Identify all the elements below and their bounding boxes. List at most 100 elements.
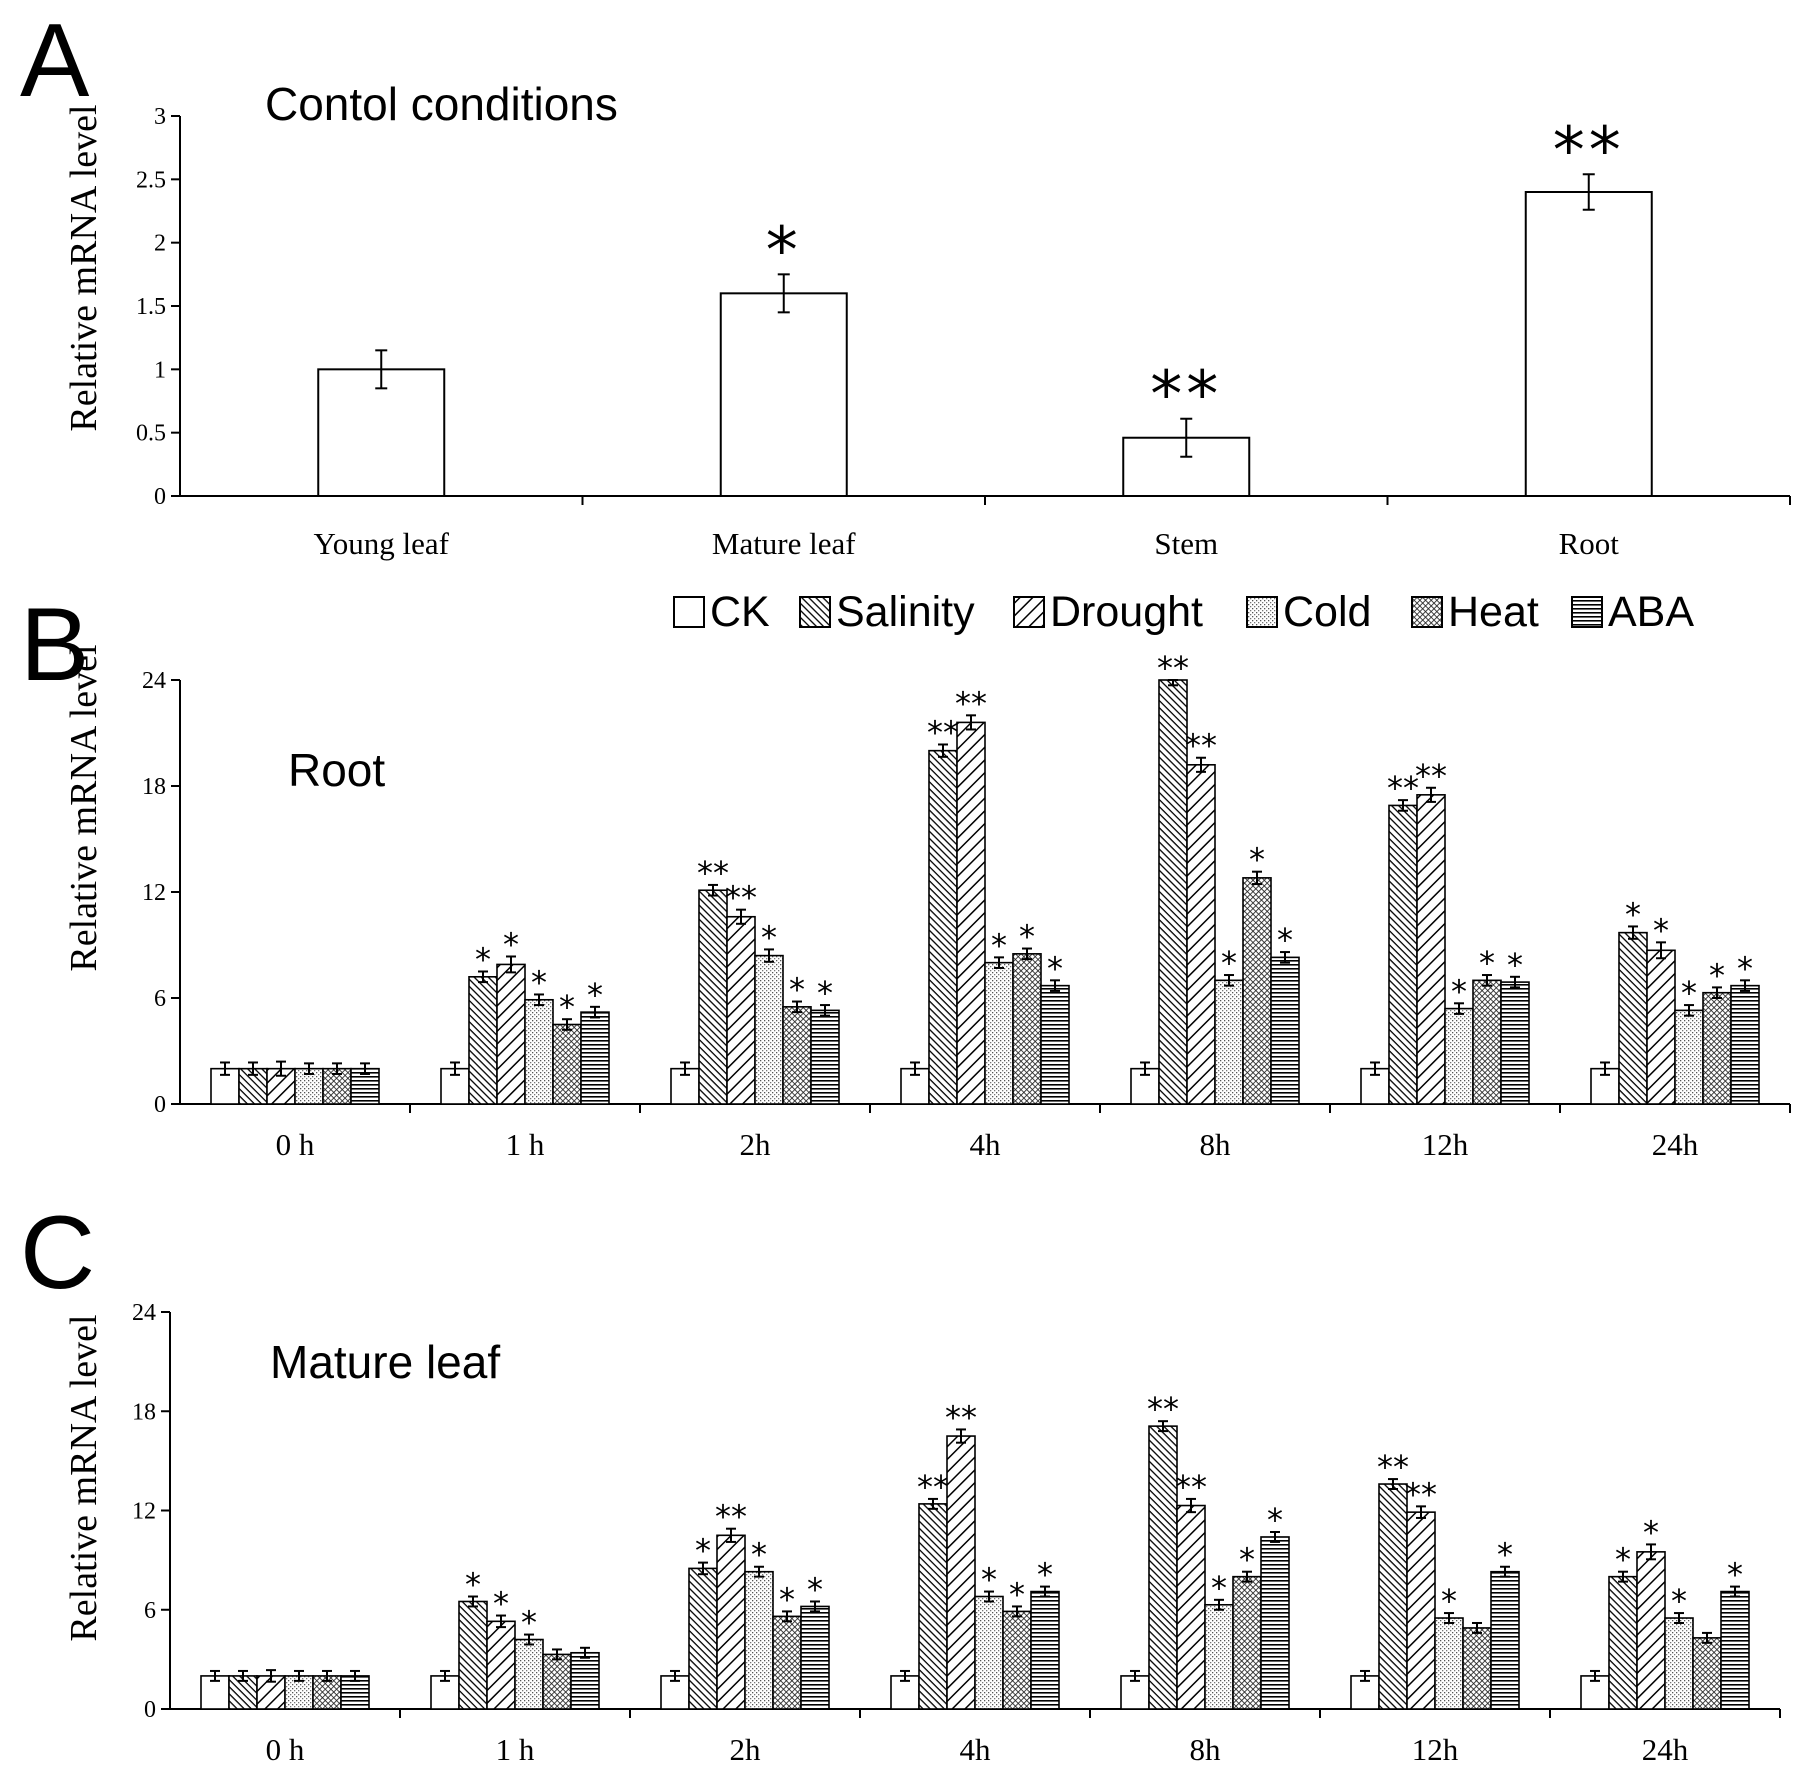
bar <box>1692 1637 1722 1710</box>
significance-mark: * <box>1643 1513 1659 1551</box>
significance-mark: * <box>1221 944 1237 982</box>
significance-mark: * <box>991 926 1007 964</box>
bar <box>496 963 526 1105</box>
bar <box>1406 1511 1436 1710</box>
bar <box>1500 981 1530 1105</box>
significance-mark: ** <box>917 1468 949 1506</box>
significance-mark: * <box>817 974 833 1012</box>
bar <box>984 961 1014 1105</box>
panel-a-ylabel: Relative mRNA level <box>63 104 105 431</box>
significance-mark: * <box>521 1604 537 1642</box>
significance-mark: ** <box>945 1398 977 1436</box>
bar <box>1720 1590 1750 1710</box>
bar <box>1012 953 1042 1105</box>
bar <box>570 1651 600 1710</box>
significance-mark: * <box>751 1536 767 1574</box>
bar <box>1176 1504 1206 1710</box>
panel-c-ytick-label: 6 <box>144 1598 156 1624</box>
panel-a-ytick-label: 1.5 <box>136 294 166 320</box>
legend-swatch-drought <box>1013 596 1045 628</box>
panel-b-category-label: 1 h <box>506 1127 545 1162</box>
significance-mark: * <box>1507 946 1523 984</box>
bar <box>1242 877 1272 1105</box>
panel-b-ytick-label: 6 <box>154 986 166 1012</box>
bar <box>524 998 554 1105</box>
panel-c-ytick-label: 24 <box>132 1300 156 1326</box>
panel-a-category-label: Young leaf <box>314 526 450 561</box>
bar <box>1378 1483 1408 1710</box>
significance-mark: * <box>1625 895 1641 933</box>
significance-mark: * <box>475 941 491 979</box>
bar <box>1214 979 1244 1105</box>
significance-mark: * <box>1615 1541 1631 1579</box>
bar <box>1444 1007 1474 1105</box>
bar <box>350 1067 380 1105</box>
significance-mark: * <box>761 918 777 956</box>
legend-label-heat: Heat <box>1448 588 1539 636</box>
panel-b-category-label: 12h <box>1422 1127 1469 1162</box>
bar <box>716 1534 746 1710</box>
legend-swatch-aba <box>1571 596 1603 628</box>
significance-mark: * <box>493 1585 509 1623</box>
panel-letter-a: A <box>20 3 90 119</box>
bar <box>1040 984 1070 1105</box>
panel-a-ytick-label: 0 <box>154 484 166 510</box>
panel-b-ylabel: Relative mRNA level <box>63 644 105 971</box>
significance-mark: * <box>1019 918 1035 956</box>
significance-mark: * <box>531 963 547 1001</box>
panel-b-category-label: 8h <box>1200 1127 1232 1162</box>
significance-mark: ** <box>955 684 987 722</box>
significance-mark: * <box>1037 1556 1053 1594</box>
panel-c-category-label: 4h <box>960 1732 992 1767</box>
bar <box>1646 949 1676 1105</box>
bar <box>1472 979 1502 1105</box>
bar <box>1490 1570 1520 1710</box>
panel-a-ytick-label: 2 <box>154 231 166 257</box>
legend-swatch-cold <box>1246 596 1278 628</box>
legend-swatch-ck <box>673 596 705 628</box>
bar <box>1270 956 1300 1105</box>
panel-c-category-label: 1 h <box>496 1732 535 1767</box>
panel-letter-b: B <box>20 587 89 703</box>
bar <box>317 368 446 498</box>
significance-mark: * <box>1249 841 1265 879</box>
panel-b-category-label: 24h <box>1652 1127 1699 1162</box>
significance-mark: ** <box>1175 1468 1207 1506</box>
bar <box>772 1615 802 1710</box>
bar <box>698 889 728 1105</box>
significance-mark: * <box>1047 949 1063 987</box>
bar <box>1030 1590 1060 1710</box>
significance-mark: ** <box>1157 649 1189 687</box>
panel-c-category-label: 24h <box>1642 1732 1689 1767</box>
bar <box>1674 1009 1704 1105</box>
bar <box>1524 191 1653 497</box>
legend-label-salinity: Salinity <box>836 588 975 636</box>
bar <box>1186 763 1216 1105</box>
bar <box>1702 991 1732 1105</box>
panel-b-title: Root <box>288 744 385 796</box>
bar <box>1148 1425 1178 1710</box>
bar <box>1608 1575 1638 1710</box>
panel-b-category-label: 4h <box>970 1127 1002 1162</box>
significance-mark: * <box>779 1580 795 1618</box>
bar <box>468 975 498 1105</box>
significance-mark: * <box>1653 911 1669 949</box>
significance-mark: ** <box>1405 1475 1437 1513</box>
significance-mark: * <box>1451 972 1467 1010</box>
significance-mark: * <box>1277 921 1293 959</box>
panel-a-ytick-label: 0.5 <box>136 421 166 447</box>
bar <box>688 1567 718 1710</box>
bar <box>552 1023 582 1105</box>
panel-b-ytick-label: 12 <box>142 880 166 906</box>
panel-b-ytick-label: 18 <box>142 774 166 800</box>
bar <box>1636 1551 1666 1710</box>
bar <box>1730 984 1760 1105</box>
panel-c-category-label: 2h <box>730 1732 762 1767</box>
bar <box>918 1503 948 1710</box>
panel-b-ytick-label: 0 <box>154 1092 166 1118</box>
significance-mark: ** <box>1553 114 1625 188</box>
significance-mark: ** <box>1150 359 1222 433</box>
bar <box>800 1605 830 1710</box>
